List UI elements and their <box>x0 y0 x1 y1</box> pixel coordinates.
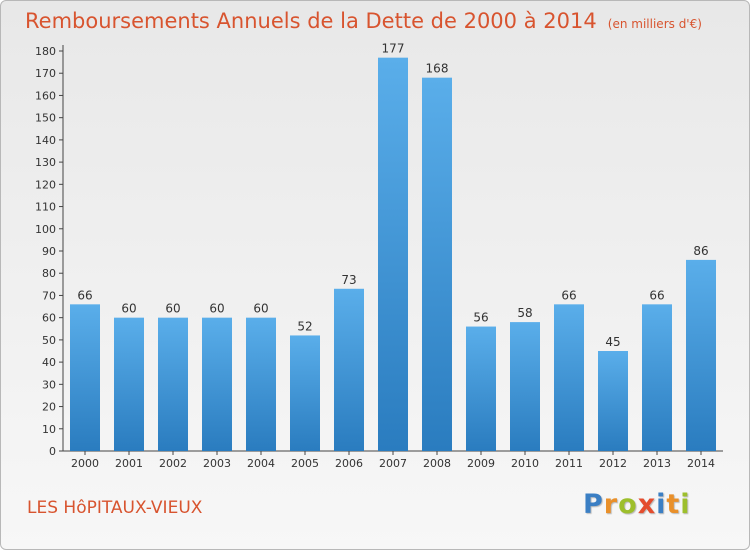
chart-subtitle: (en milliers d'€) <box>607 17 702 31</box>
y-tick-label: 150 <box>35 112 56 125</box>
x-tick-label-2001: 2001 <box>115 457 143 470</box>
chart-title-line: Remboursements Annuels de la Dette de 20… <box>25 9 702 33</box>
bar-2014 <box>686 259 716 451</box>
data-label-2008: 168 <box>426 62 449 76</box>
data-label-2001: 60 <box>121 302 136 316</box>
logo-letter: o <box>618 489 638 520</box>
y-tick-label: 50 <box>42 334 56 347</box>
bar-2008 <box>422 77 452 452</box>
logo-letter: i <box>680 489 691 520</box>
chart-title: Remboursements Annuels de la Dette de 20… <box>25 9 597 33</box>
x-tick-label-2004: 2004 <box>247 457 275 470</box>
y-tick-label: 100 <box>35 223 56 236</box>
bar-2013 <box>642 304 672 451</box>
bar-2012 <box>598 351 628 451</box>
commune-name: LES HôPITAUX-VIEUX <box>27 498 203 518</box>
bar-2003 <box>202 317 232 451</box>
x-tick-label-2008: 2008 <box>423 457 451 470</box>
proxiti-logo: Proxiti <box>583 489 691 520</box>
x-tick-label-2003: 2003 <box>203 457 231 470</box>
data-label-2007: 177 <box>382 42 405 56</box>
x-tick-label-2014: 2014 <box>687 457 715 470</box>
bar-2009 <box>466 326 496 451</box>
logo-letter: r <box>603 489 619 520</box>
x-tick-label-2012: 2012 <box>599 457 627 470</box>
data-label-2000: 66 <box>77 288 92 302</box>
x-tick-label-2007: 2007 <box>379 457 407 470</box>
y-tick-label: 90 <box>42 245 56 258</box>
bar-2004 <box>246 317 276 451</box>
y-tick-label: 120 <box>35 178 56 191</box>
bar-2011 <box>554 304 584 451</box>
y-tick-label: 20 <box>42 401 56 414</box>
x-tick-label-2011: 2011 <box>555 457 583 470</box>
y-tick-label: 10 <box>42 423 56 436</box>
x-tick-label-2010: 2010 <box>511 457 539 470</box>
bar-2005 <box>290 335 320 451</box>
y-tick-label: 70 <box>42 289 56 302</box>
x-tick-label-2013: 2013 <box>643 457 671 470</box>
x-tick-label-2005: 2005 <box>291 457 319 470</box>
bar-2010 <box>510 322 540 451</box>
data-label-2006: 73 <box>341 273 356 287</box>
bar-2002 <box>158 317 188 451</box>
bar-2007 <box>378 57 408 452</box>
data-label-2005: 52 <box>297 319 312 333</box>
y-tick-label: 60 <box>42 312 56 325</box>
y-tick-label: 40 <box>42 356 56 369</box>
data-label-2003: 60 <box>209 302 224 316</box>
data-label-2010: 58 <box>517 306 532 320</box>
y-tick-label: 160 <box>35 89 56 102</box>
logo-letter: i <box>656 489 667 520</box>
data-label-2013: 66 <box>649 288 664 302</box>
x-tick-label-2006: 2006 <box>335 457 363 470</box>
bar-2001 <box>114 317 144 451</box>
logo-letter: x <box>637 489 657 520</box>
y-tick-label: 0 <box>49 445 56 458</box>
bar-2000 <box>70 304 100 451</box>
x-tick-label-2002: 2002 <box>159 457 187 470</box>
x-tick-label-2000: 2000 <box>71 457 99 470</box>
y-tick-label: 30 <box>42 378 56 391</box>
y-tick-label: 80 <box>42 267 56 280</box>
logo-letter: P <box>583 489 604 520</box>
logo-letter: t <box>666 489 681 520</box>
y-tick-label: 110 <box>35 201 56 214</box>
y-tick-label: 170 <box>35 67 56 80</box>
x-tick-label-2009: 2009 <box>467 457 495 470</box>
y-tick-label: 130 <box>35 156 56 169</box>
data-label-2002: 60 <box>165 302 180 316</box>
data-label-2009: 56 <box>473 311 488 325</box>
y-tick-label: 140 <box>35 134 56 147</box>
data-label-2011: 66 <box>561 288 576 302</box>
y-tick-label: 180 <box>35 45 56 58</box>
data-label-2012: 45 <box>605 335 620 349</box>
data-label-2004: 60 <box>253 302 268 316</box>
bar-2006 <box>334 288 364 451</box>
data-label-2014: 86 <box>693 244 708 258</box>
